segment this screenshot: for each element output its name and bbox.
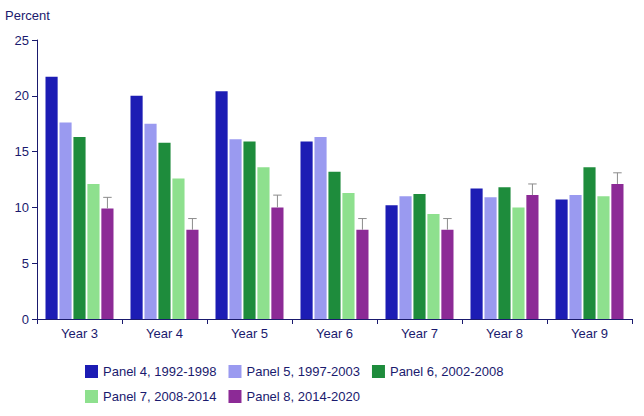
svg-text:20: 20 (15, 88, 29, 103)
svg-text:Year 6: Year 6 (316, 326, 353, 341)
svg-text:Year 3: Year 3 (61, 326, 98, 341)
svg-text:Panel 6, 2002-2008: Panel 6, 2002-2008 (390, 364, 503, 379)
svg-text:15: 15 (15, 144, 29, 159)
svg-text:5: 5 (22, 256, 29, 271)
svg-text:25: 25 (15, 33, 29, 48)
svg-text:Year 9: Year 9 (571, 326, 608, 341)
svg-text:Panel 5, 1997-2003: Panel 5, 1997-2003 (246, 364, 359, 379)
svg-text:10: 10 (15, 200, 29, 215)
svg-text:Percent: Percent (5, 8, 50, 23)
svg-text:Panel 8, 2014-2020: Panel 8, 2014-2020 (246, 389, 359, 404)
svg-text:Panel 7, 2008-2014: Panel 7, 2008-2014 (103, 389, 216, 404)
svg-text:Year 4: Year 4 (146, 326, 183, 341)
svg-text:Year 8: Year 8 (486, 326, 523, 341)
svg-text:Year 5: Year 5 (231, 326, 268, 341)
svg-text:Year 7: Year 7 (401, 326, 438, 341)
svg-text:0: 0 (22, 312, 29, 327)
svg-text:Panel 4, 1992-1998: Panel 4, 1992-1998 (103, 364, 216, 379)
